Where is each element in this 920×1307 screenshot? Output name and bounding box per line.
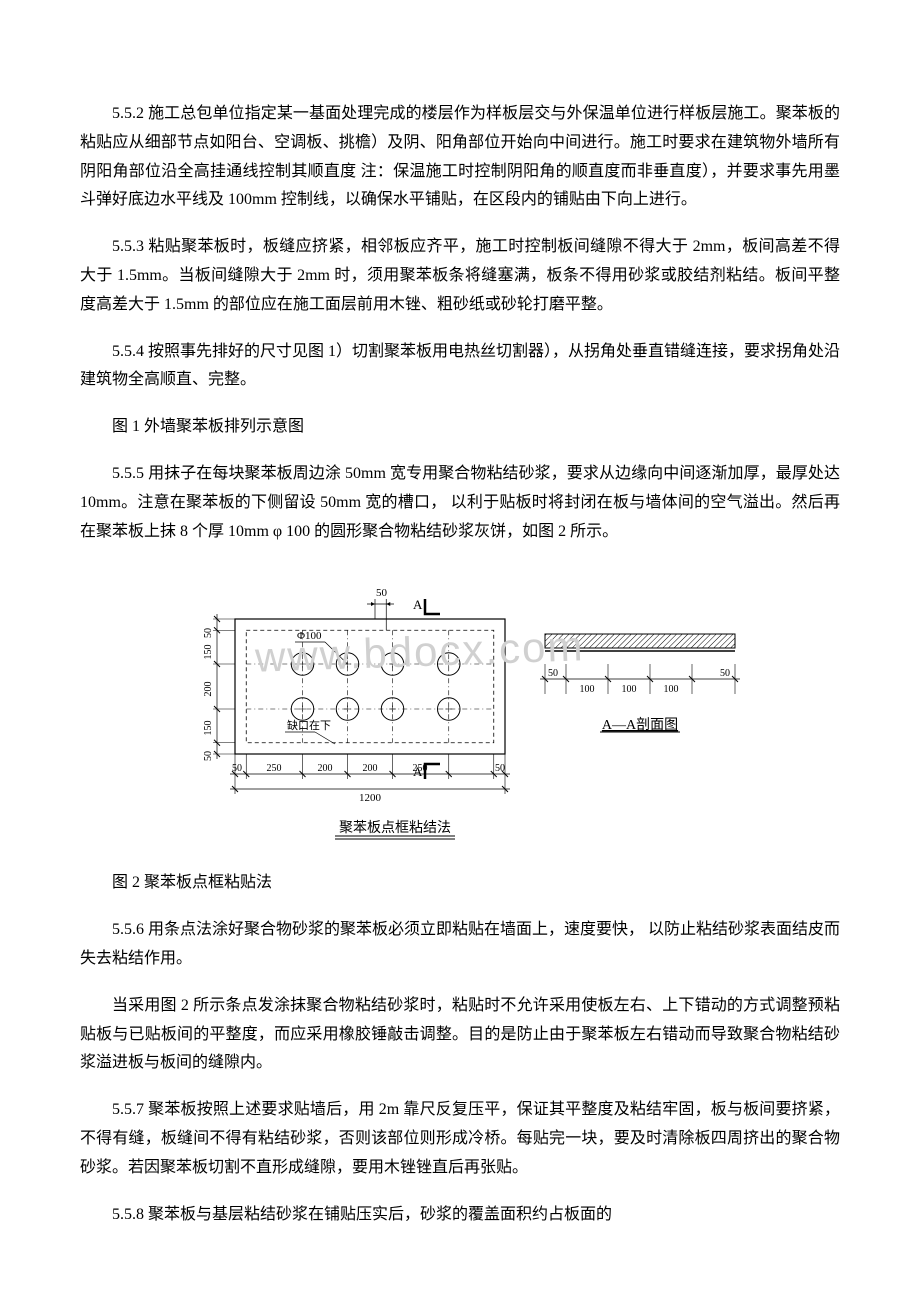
bottom-dim-2: 200 [318, 763, 333, 774]
paragraph-5-5-3: 5.5.3 粘贴聚苯板时，板缝应挤紧，相邻板应齐平，施工时控制板间缝隙不得大于 … [80, 233, 840, 319]
bottom-dim-0: 50 [232, 763, 242, 774]
bottom-dim-1: 250 [267, 763, 282, 774]
paragraph-5-5-4: 5.5.4 按照事先排好的尺寸见图 1）切割聚苯板用电热丝切割器），从拐角处垂直… [80, 338, 840, 396]
paragraph-5-5-2: 5.5.2 施工总包单位指定某一基面处理完成的楼层作为样板层交与外保温单位进行样… [80, 100, 840, 215]
bottom-dim-5: 50 [495, 763, 505, 774]
figure-2-diagram: www.bdocx.com [175, 564, 745, 844]
diagram-svg: 50 A A Φ100 缺口在下 [175, 564, 745, 844]
plan-view: 50 A A Φ100 缺口在下 [203, 587, 510, 804]
sec-dim-1: 100 [580, 684, 595, 695]
left-dim-0: 50 [203, 628, 214, 638]
left-dim-4: 50 [203, 751, 214, 761]
left-dimensions: 50 150 200 150 50 [203, 614, 235, 761]
section-label: A—A剖面图 [602, 717, 678, 733]
paragraph-5-5-6: 5.5.6 用条点法涂好聚合物砂浆的聚苯板必须立即粘贴在墙面上，速度要快， 以防… [80, 916, 840, 974]
sec-dim-0: 50 [548, 668, 558, 679]
left-dim-2: 200 [203, 682, 214, 697]
left-dim-3: 150 [203, 721, 214, 736]
bottom-total: 1200 [359, 792, 382, 804]
notch-label: 缺口在下 [287, 718, 331, 732]
paragraph-5-5-8: 5.5.8 聚苯板与基层粘结砂浆在铺贴压实后，砂浆的覆盖面积约占板面的 [80, 1201, 840, 1230]
diagram-title: 聚苯板点框粘结法 [339, 819, 451, 836]
sec-dim-4: 50 [720, 668, 730, 679]
phi-100-label: Φ100 [297, 630, 322, 642]
figure-2-caption: 图 2 聚苯板点框粘贴法 [80, 869, 840, 898]
sec-dim-2: 100 [622, 684, 637, 695]
section-view: 50 100 100 100 50 A—A剖面图 [540, 634, 740, 733]
section-marker-a-top: A [413, 597, 423, 612]
left-dim-1: 150 [203, 645, 214, 660]
paragraph-5-5-7: 5.5.7 聚苯板按照上述要求贴墙后，用 2m 靠尺反复压平，保证其平整度及粘结… [80, 1096, 840, 1182]
paragraph-5-5-5: 5.5.5 用抹子在每块聚苯板周边涂 50mm 宽专用聚合物粘结砂浆，要求从边缘… [80, 460, 840, 546]
paragraph-5-5-6b: 当采用图 2 所示条点发涂抹聚合物粘结砂浆时，粘贴时不允许采用使板左右、上下错动… [80, 992, 840, 1078]
bottom-dim-3: 200 [363, 763, 378, 774]
dim-top-50: 50 [376, 587, 388, 599]
bottom-dimensions: 50 250 200 200 250 50 1200 [230, 754, 510, 804]
bottom-dim-4: 250 [413, 763, 428, 774]
sec-dim-3: 100 [664, 684, 679, 695]
figure-1-caption: 图 1 外墙聚苯板排列示意图 [80, 413, 840, 442]
